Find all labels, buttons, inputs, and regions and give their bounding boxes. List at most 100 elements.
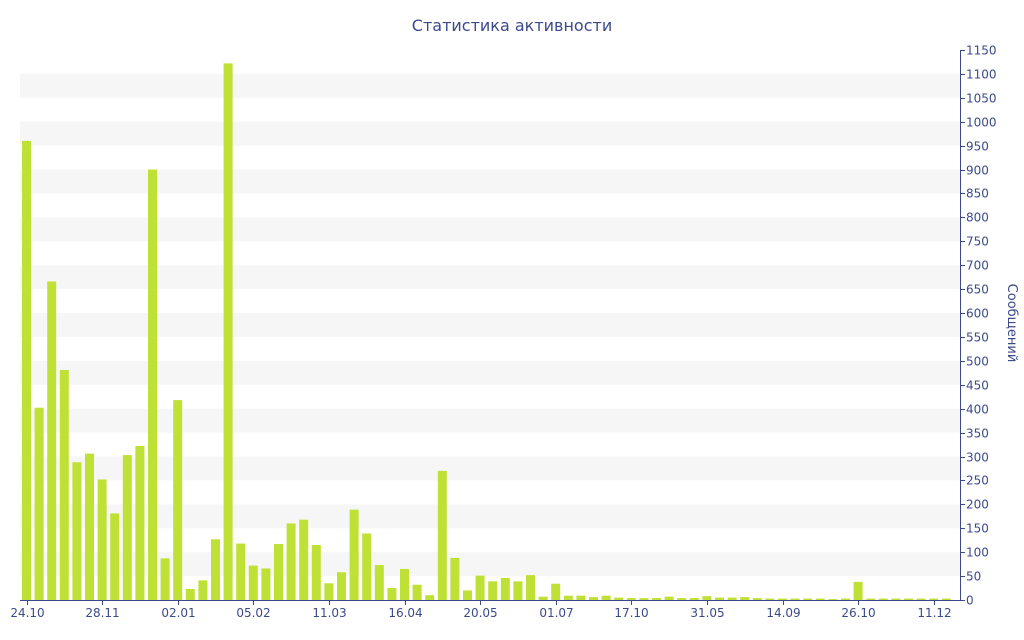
x-tick-label: 16.04 — [388, 606, 422, 620]
y-tick-label: 950 — [966, 140, 989, 154]
bar — [639, 598, 649, 600]
y-tick-label: 900 — [966, 164, 989, 178]
bar — [727, 597, 737, 600]
bar — [337, 572, 346, 600]
bar — [97, 479, 107, 600]
bar — [148, 169, 157, 600]
bar — [223, 63, 233, 601]
x-tick-label: 24.10 — [10, 606, 44, 620]
y-tick-label: 150 — [966, 522, 989, 536]
bar — [475, 575, 485, 600]
bar — [803, 598, 813, 600]
grid-band — [20, 360, 960, 385]
bar — [601, 595, 611, 600]
bar — [311, 545, 321, 600]
bar — [47, 281, 57, 600]
bar — [538, 596, 548, 600]
x-tick-label: 20.05 — [463, 606, 497, 620]
chart-title: Статистика активности — [412, 16, 612, 35]
bar — [85, 453, 94, 600]
bar — [425, 595, 435, 600]
bar — [437, 470, 447, 600]
grid-band — [20, 265, 960, 290]
bar — [34, 407, 44, 600]
grid-band — [20, 121, 960, 146]
x-tick-label: 28.11 — [85, 606, 119, 620]
y-tick-label: 500 — [966, 355, 989, 369]
bar — [614, 597, 624, 600]
y-tick-label: 0 — [966, 594, 974, 608]
y-tick-label: 300 — [966, 451, 989, 465]
bar — [374, 565, 384, 600]
x-tick-label: 14.09 — [766, 606, 800, 620]
y-tick-label: 50 — [966, 570, 981, 584]
x-tick-label: 02.01 — [161, 606, 195, 620]
bar — [198, 580, 208, 600]
bar — [740, 597, 750, 600]
y-tick-label: 1000 — [966, 116, 997, 130]
bar — [828, 599, 838, 600]
bar — [349, 509, 359, 600]
bar — [500, 578, 510, 600]
bar — [589, 597, 598, 600]
bar — [778, 598, 787, 600]
bar — [22, 140, 31, 600]
y-tick-label: 700 — [966, 259, 989, 273]
bar — [450, 557, 460, 600]
bar — [135, 446, 145, 600]
y-tick-label: 800 — [966, 211, 989, 225]
bar — [715, 597, 724, 600]
bar — [916, 598, 926, 600]
bar — [173, 400, 183, 600]
y-tick-label: 400 — [966, 403, 989, 417]
bar — [122, 455, 132, 600]
y-tick-label: 200 — [966, 498, 989, 512]
bar — [72, 462, 82, 600]
bar — [765, 598, 775, 600]
y-tick-label: 350 — [966, 427, 989, 441]
bar — [853, 581, 863, 600]
bar — [790, 598, 800, 600]
bar — [110, 513, 120, 600]
y-tick-label: 650 — [966, 283, 989, 297]
y-tick-label: 250 — [966, 474, 989, 488]
grid-band — [20, 313, 960, 337]
bar — [362, 533, 372, 600]
grid-band — [20, 73, 960, 98]
bar — [904, 598, 913, 600]
bar — [702, 596, 712, 600]
x-tick-label: 31.05 — [690, 606, 724, 620]
y-tick-label: 100 — [966, 546, 989, 560]
bars-group — [22, 63, 951, 601]
x-tick-label: 11.12 — [917, 606, 951, 620]
bar — [929, 598, 939, 600]
bar — [248, 565, 258, 600]
bar — [488, 581, 498, 600]
bar — [286, 523, 296, 600]
x-tick-label: 26.10 — [841, 606, 875, 620]
bar — [211, 539, 220, 600]
bar — [513, 581, 523, 600]
bar — [841, 598, 850, 600]
bar — [866, 598, 876, 600]
bar — [400, 568, 409, 600]
bar — [526, 575, 535, 600]
axes-group: 0 50 100 150 200 250 300 350 400 450 500 550 600 650 7… — [10, 44, 996, 621]
y-tick-label: 600 — [966, 307, 989, 321]
y-tick-label: 1050 — [966, 92, 997, 106]
x-tick-label: 11.03 — [312, 606, 346, 620]
bar — [59, 369, 69, 600]
bar — [752, 598, 762, 600]
bar — [689, 598, 699, 600]
bar — [324, 583, 334, 600]
bar — [261, 568, 271, 600]
bar — [576, 595, 586, 600]
bar — [412, 584, 422, 600]
y-tick-label: 750 — [966, 235, 989, 249]
y-tick-label: 450 — [966, 379, 989, 393]
bar — [551, 583, 561, 600]
x-tick-label: 17.10 — [614, 606, 648, 620]
y-tick-label: 550 — [966, 331, 989, 345]
bar — [664, 596, 674, 600]
